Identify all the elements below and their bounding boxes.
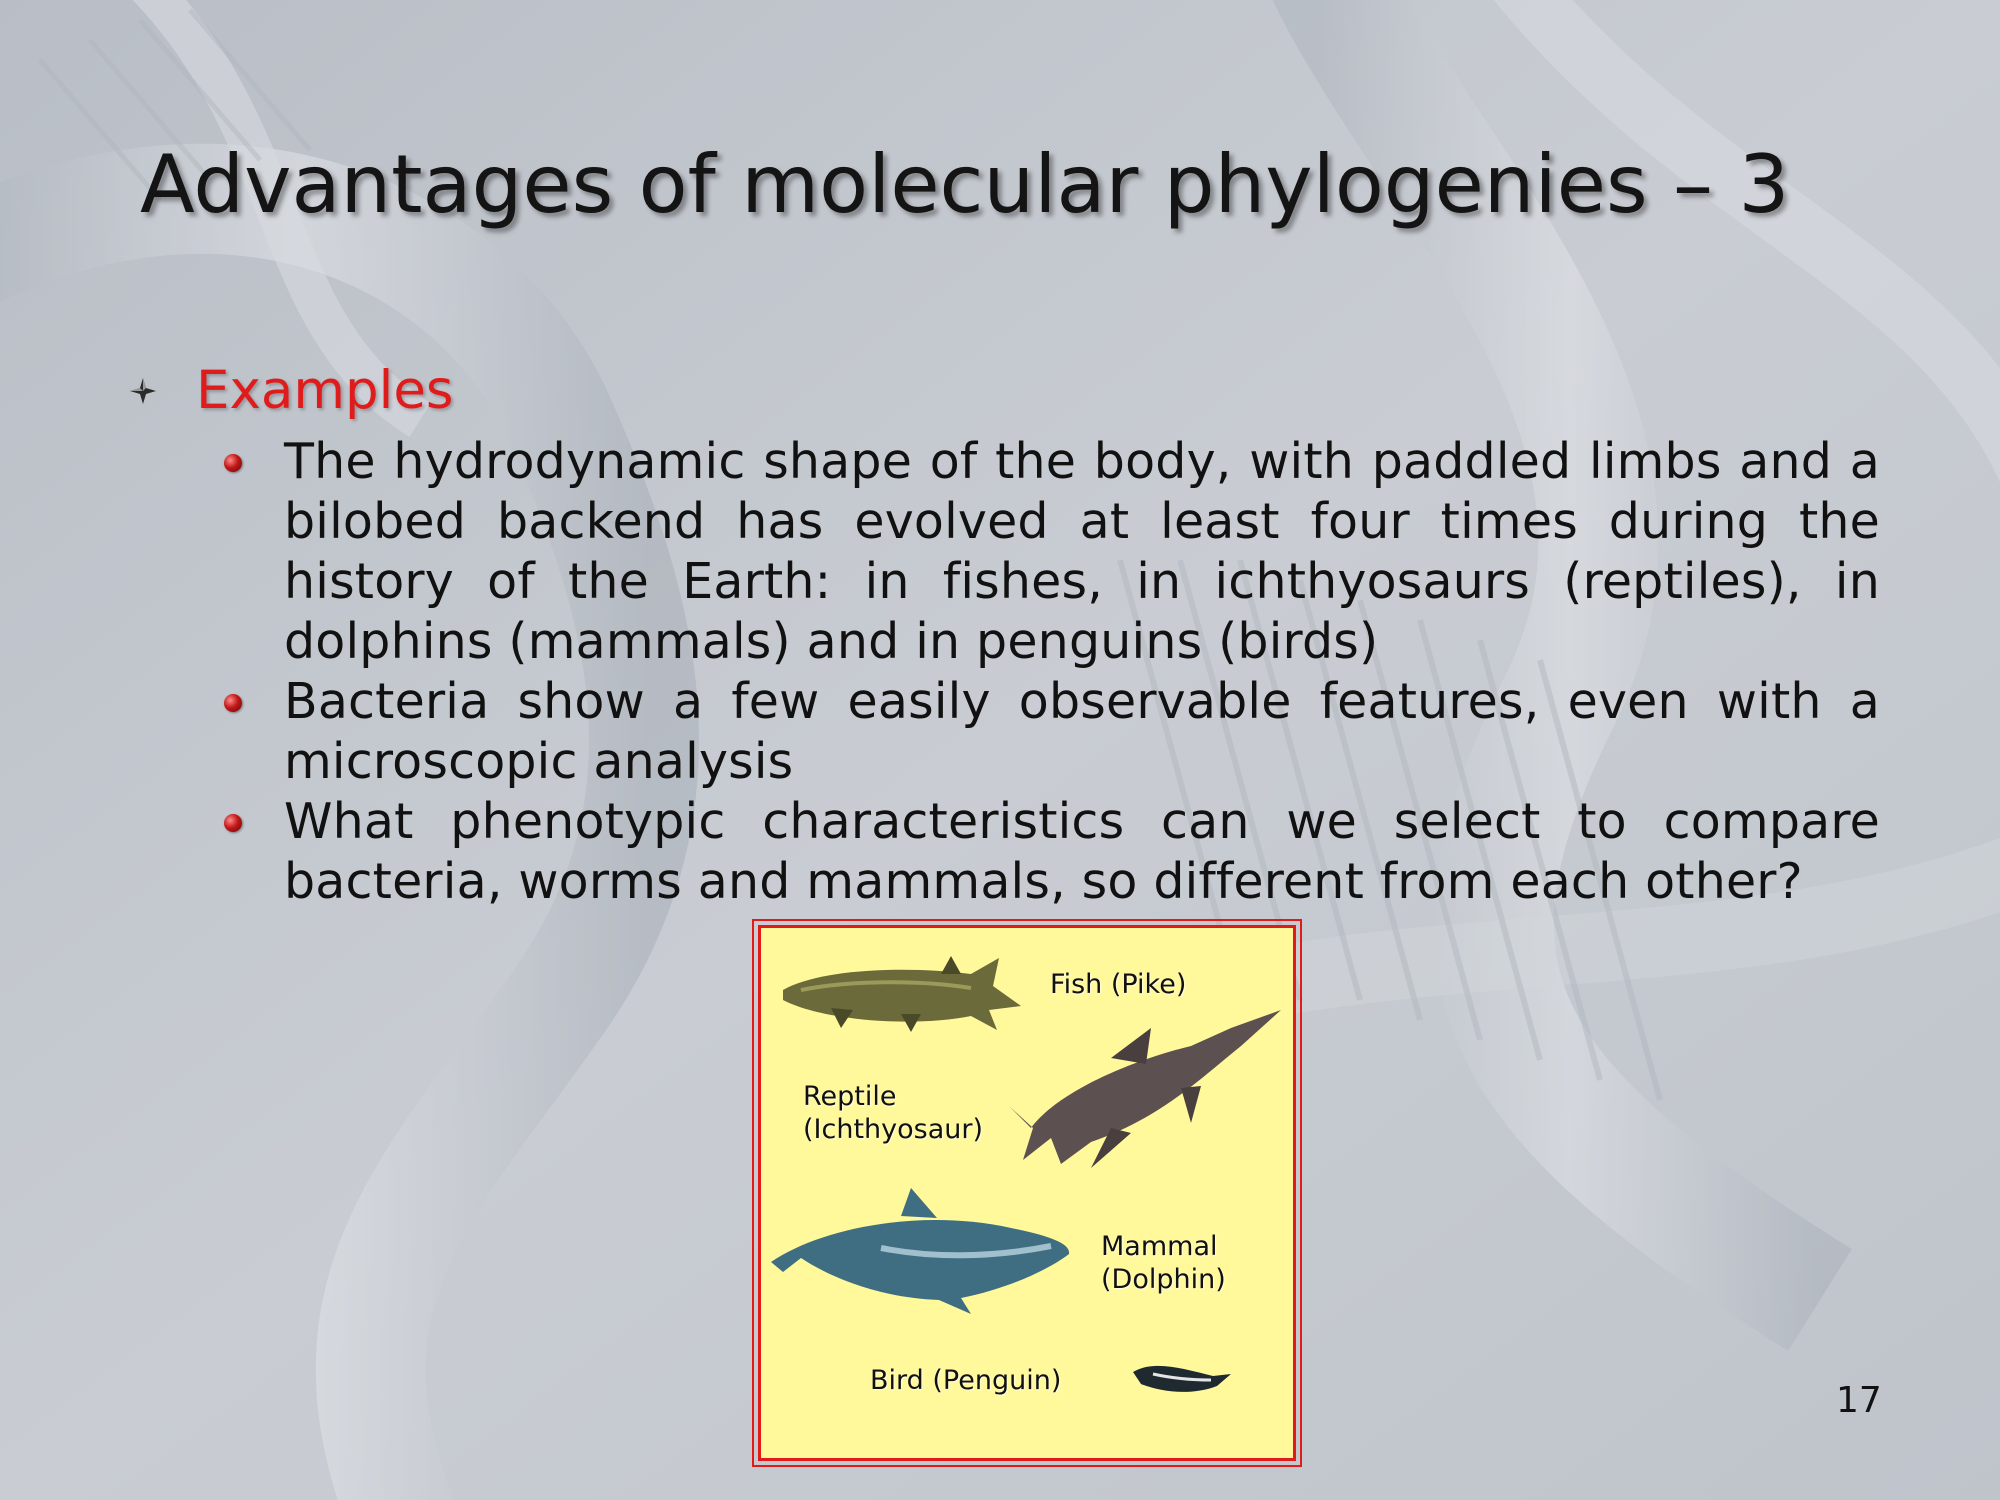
list-item: Bacteria show a few easily observable fe… (222, 672, 1880, 792)
list-item: The hydrodynamic shape of the body, with… (222, 432, 1880, 672)
convergent-evolution-figure: Fish (Pike) Reptile (Ichthyosaur) Mammal… (752, 919, 1302, 1467)
red-ball-bullet-icon (224, 814, 242, 832)
red-ball-bullet-icon (224, 454, 242, 472)
slide-title: Advantages of molecular phylogenies – 3 (140, 138, 1790, 231)
fish-label: Fish (Pike) (1050, 969, 1187, 1000)
dolphin-label: (Dolphin) (1101, 1264, 1226, 1295)
examples-heading-row: Examples (128, 360, 454, 421)
bullet-text: What phenotypic characteristics can we s… (284, 793, 1880, 910)
list-item: What phenotypic characteristics can we s… (222, 792, 1880, 912)
animal-illustrations (771, 956, 1281, 1392)
pike-fish-icon (783, 956, 1021, 1032)
four-point-star-bullet-icon (130, 377, 156, 404)
penguin-icon (1133, 1365, 1231, 1392)
mammal-label: Mammal (1101, 1231, 1218, 1262)
page-number: 17 (1836, 1380, 1882, 1421)
red-ball-bullet-icon (224, 694, 242, 712)
bullet-text: The hydrodynamic shape of the body, with… (284, 433, 1880, 670)
ichthyosaur-label: (Ichthyosaur) (803, 1114, 984, 1145)
bullet-list: The hydrodynamic shape of the body, with… (222, 432, 1880, 912)
reptile-label: Reptile (803, 1081, 897, 1112)
bird-label: Bird (Penguin) (870, 1365, 1062, 1396)
ichthyosaur-icon (1009, 1010, 1281, 1168)
dolphin-icon (771, 1188, 1070, 1314)
bullet-text: Bacteria show a few easily observable fe… (284, 673, 1880, 790)
examples-heading: Examples (196, 360, 454, 421)
